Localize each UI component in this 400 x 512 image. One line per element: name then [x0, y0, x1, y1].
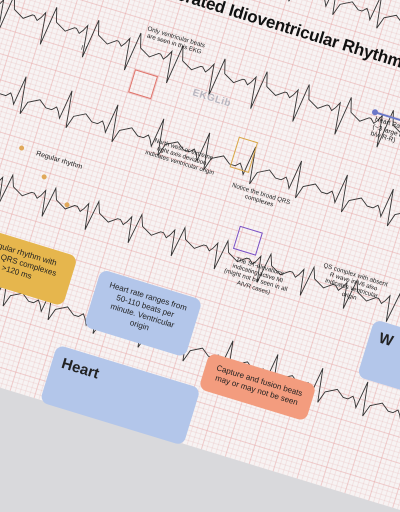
- rhythm-dot-1: [18, 144, 25, 152]
- card-regular-wide-qrs-text: Regular rhythm with wide QRS complexes >…: [0, 238, 58, 281]
- ecg-strip-3: [0, 62, 400, 255]
- card-heart-rate-range-text: Heart rate ranges from 50-110 beats per …: [108, 280, 189, 333]
- ecg-trace: [0, 158, 400, 336]
- card-side-partial-text: W: [376, 329, 396, 351]
- ecg-trace: [0, 0, 400, 186]
- card-heart-partial-text: Heart: [59, 355, 102, 383]
- ecg-strip-4: [0, 158, 400, 336]
- ecg-trace: [0, 62, 400, 255]
- ecg-strip-2: [0, 0, 400, 186]
